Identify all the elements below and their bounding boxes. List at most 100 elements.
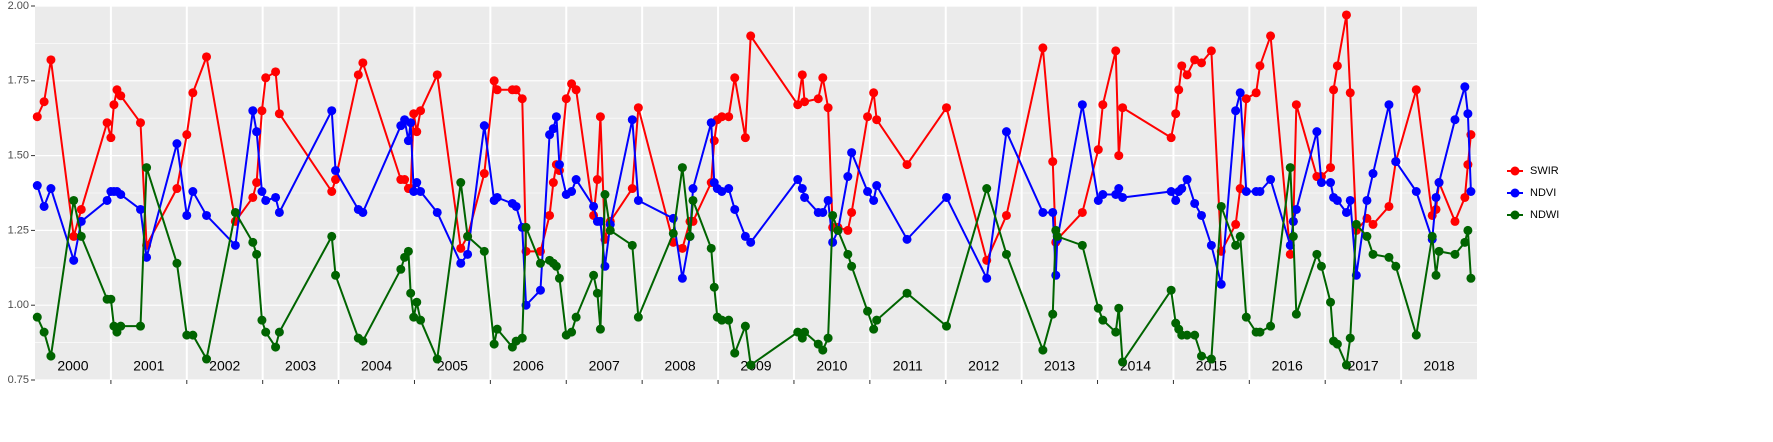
data-point <box>1411 330 1421 340</box>
data-point <box>46 351 56 361</box>
data-point <box>353 70 363 80</box>
data-point <box>412 297 422 307</box>
data-point <box>409 187 419 197</box>
data-point <box>1182 330 1192 340</box>
data-point <box>1093 145 1103 155</box>
data-point <box>843 249 853 259</box>
data-point <box>406 288 416 298</box>
data-point <box>39 327 49 337</box>
data-point <box>535 285 545 295</box>
x-tick-label: 2012 <box>968 358 999 374</box>
x-tick-label: 2010 <box>816 358 847 374</box>
data-point <box>1093 303 1103 313</box>
data-point <box>592 288 602 298</box>
data-point <box>517 94 527 104</box>
data-point <box>1051 270 1061 280</box>
x-tick-label: 2003 <box>285 358 316 374</box>
data-point <box>677 273 687 283</box>
data-point <box>274 109 284 119</box>
data-point <box>396 264 406 274</box>
data-point <box>406 118 416 128</box>
data-point <box>202 354 212 364</box>
data-point <box>1312 127 1322 137</box>
data-point <box>1166 133 1176 143</box>
legend-marker <box>1510 166 1520 176</box>
data-point <box>248 192 258 202</box>
data-point <box>548 124 558 134</box>
data-point <box>941 192 951 202</box>
data-point <box>535 258 545 268</box>
y-tick-label: 1.25 <box>8 224 29 236</box>
data-point <box>76 231 86 241</box>
data-point <box>706 243 716 253</box>
data-point <box>706 118 716 128</box>
data-point <box>1038 345 1048 355</box>
data-point <box>1341 207 1351 217</box>
data-point <box>818 345 828 355</box>
data-point <box>1266 321 1276 331</box>
data-point <box>182 130 192 140</box>
data-point <box>740 133 750 143</box>
data-point <box>813 94 823 104</box>
data-point <box>1231 240 1241 250</box>
data-point <box>567 187 577 197</box>
data-point <box>717 315 727 325</box>
data-point <box>1460 192 1470 202</box>
data-point <box>1362 195 1372 205</box>
data-point <box>589 201 599 211</box>
data-point <box>600 189 610 199</box>
data-point <box>492 85 502 95</box>
data-point <box>746 360 756 370</box>
data-point <box>551 261 561 271</box>
data-point <box>863 306 873 316</box>
data-point <box>633 312 643 322</box>
data-point <box>1255 327 1265 337</box>
data-point <box>1434 178 1444 188</box>
data-point <box>32 112 42 122</box>
data-point <box>511 85 521 95</box>
data-point <box>1241 94 1251 104</box>
data-point <box>1118 103 1128 113</box>
data-point <box>1285 249 1295 259</box>
x-tick-label: 2017 <box>1348 358 1379 374</box>
data-point <box>800 192 810 202</box>
data-point <box>46 55 56 65</box>
data-point <box>1038 207 1048 217</box>
data-point <box>1291 309 1301 319</box>
data-point <box>688 195 698 205</box>
data-point <box>1332 61 1342 71</box>
data-point <box>1329 85 1339 95</box>
data-point <box>409 312 419 322</box>
data-point <box>1316 261 1326 271</box>
data-point <box>261 73 271 83</box>
data-point <box>1241 312 1251 322</box>
data-point <box>39 201 49 211</box>
data-point <box>252 249 262 259</box>
data-point <box>1177 184 1187 194</box>
data-point <box>252 127 262 137</box>
data-point <box>1368 249 1378 259</box>
data-point <box>685 231 695 241</box>
data-point <box>1351 219 1361 229</box>
data-point <box>869 88 879 98</box>
data-point <box>554 160 564 170</box>
data-point <box>432 354 442 364</box>
data-point <box>432 70 442 80</box>
data-point <box>327 231 337 241</box>
data-point <box>1197 351 1207 361</box>
data-point <box>261 195 271 205</box>
data-point <box>1255 187 1265 197</box>
data-point <box>1118 192 1128 202</box>
data-point <box>1312 249 1322 259</box>
data-point <box>1001 210 1011 220</box>
data-point <box>358 58 368 68</box>
data-point <box>872 115 882 125</box>
data-point <box>1114 184 1124 194</box>
data-point <box>1345 195 1355 205</box>
data-point <box>1166 285 1176 295</box>
data-point <box>1114 151 1124 161</box>
data-point <box>116 189 126 199</box>
data-point <box>730 348 740 358</box>
data-point <box>188 330 198 340</box>
data-point <box>274 327 284 337</box>
